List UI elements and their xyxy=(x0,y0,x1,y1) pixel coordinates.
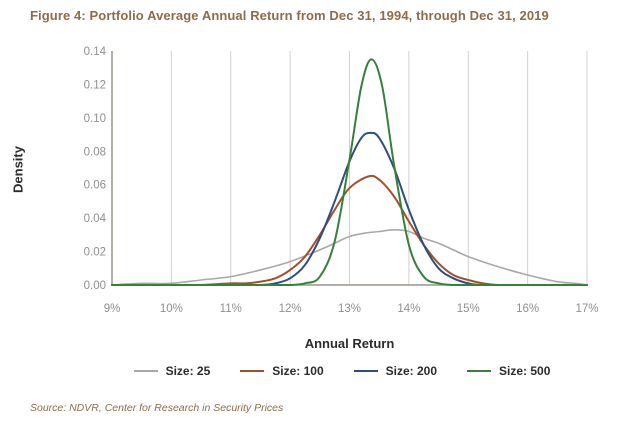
density-curve-size-25 xyxy=(111,229,588,286)
x-tick-label: 9% xyxy=(104,303,121,315)
y-tick-label: 0.04 xyxy=(84,213,107,225)
legend-label: Size: 200 xyxy=(385,364,438,378)
legend-line-swatch-size-100 xyxy=(240,370,265,372)
chart-legend: Size: 25 Size: 100 Size: 200 Size: 500 xyxy=(60,364,624,378)
figure-title: Figure 4: Portfolio Average Annual Retur… xyxy=(30,8,549,23)
x-tick-label: 14% xyxy=(397,303,420,315)
y-tick-label: 0.08 xyxy=(84,146,106,158)
x-tick-label: 15% xyxy=(457,303,480,315)
legend-item-size-200: Size: 200 xyxy=(353,364,438,378)
legend-label: Size: 25 xyxy=(165,364,211,378)
y-tick-label: 0.00 xyxy=(84,280,106,292)
legend-label: Size: 100 xyxy=(272,364,324,378)
source-note: Source: NDVR, Center for Research in Sec… xyxy=(30,402,284,414)
y-axis-title: Density xyxy=(10,146,26,193)
x-tick-label: 12% xyxy=(279,303,302,315)
density-curve-size-100 xyxy=(111,174,588,286)
x-axis-title: Annual Return xyxy=(304,336,395,351)
x-tick-label: 13% xyxy=(338,303,361,315)
x-tick-label: 10% xyxy=(160,303,183,315)
legend-item-size-25: Size: 25 xyxy=(133,364,211,378)
legend-line-swatch-size-200 xyxy=(353,370,378,372)
x-tick-label: 16% xyxy=(516,303,539,315)
legend-line-swatch-size-500 xyxy=(467,370,492,372)
density-curve-size-500 xyxy=(111,58,588,286)
legend-label: Size: 500 xyxy=(499,364,551,378)
y-tick-label: 0.14 xyxy=(84,46,107,58)
y-tick-label: 0.02 xyxy=(84,247,106,259)
legend-item-size-100: Size: 100 xyxy=(240,364,324,378)
x-tick-label: 17% xyxy=(575,303,598,315)
y-tick-label: 0.06 xyxy=(84,180,106,192)
y-tick-label: 0.10 xyxy=(84,113,106,125)
y-tick-label: 0.12 xyxy=(84,79,106,91)
x-tick-label: 11% xyxy=(220,303,242,315)
legend-line-swatch-size-25 xyxy=(133,370,158,372)
legend-item-size-500: Size: 500 xyxy=(467,364,550,378)
